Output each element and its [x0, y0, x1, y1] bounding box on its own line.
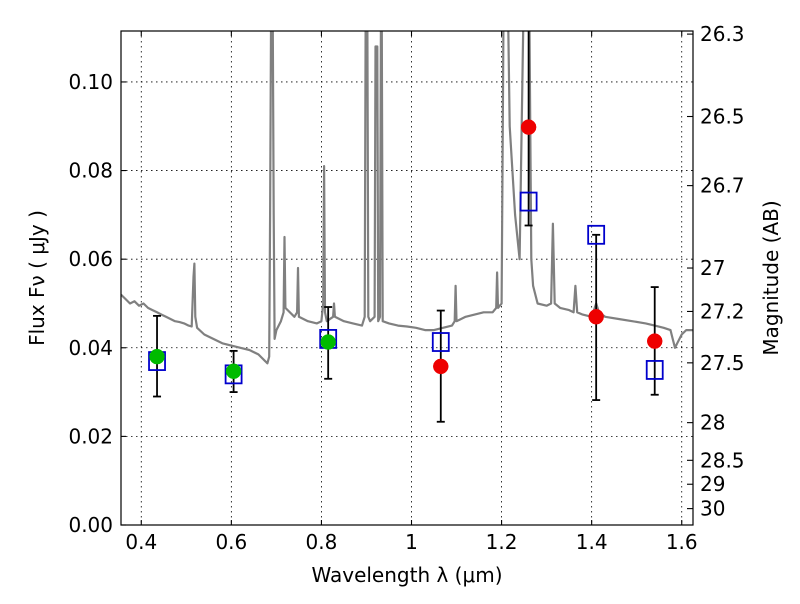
model-square-marker [431, 332, 450, 352]
x-tick-label: 1 [405, 530, 418, 554]
observed-circle-marker [320, 334, 336, 350]
model-square-marker [645, 360, 664, 380]
right-tick-label: 26.3 [700, 22, 745, 46]
x-tick-label: 1.6 [666, 530, 698, 554]
observed-circle-marker [588, 309, 604, 325]
x-tick-label: 1.4 [576, 530, 608, 554]
observed-circle-marker [520, 119, 537, 135]
x-tick-label: 0.4 [125, 530, 157, 554]
y-axis-label: Flux Fν ( μJy ) [25, 210, 49, 346]
observed-circle-marker [149, 348, 165, 365]
observed-circle-marker [433, 358, 449, 375]
y-tick-label: 0.04 [68, 336, 113, 360]
x-tick-label: 0.6 [215, 530, 247, 554]
observed-circle-marker [225, 363, 242, 380]
right-tick-label: 26.5 [700, 105, 745, 129]
right-tick-label: 28.5 [700, 448, 745, 472]
right-tick-label: 29 [700, 472, 725, 496]
right-tick-label: 30 [700, 497, 725, 521]
y-tick-label: 0.10 [68, 70, 113, 94]
x-tick-label: 0.8 [306, 530, 338, 554]
spectrum-line [121, 31, 693, 365]
plot-series [121, 31, 693, 365]
right-axis-label: Magnitude (AB) [759, 200, 783, 355]
plot-frame [120, 30, 694, 526]
observed-circle-marker [646, 333, 663, 349]
right-tick-label: 27.5 [700, 351, 745, 375]
axis-ticks: 0.4 0.6 0.8 1 1.2 1.4 1.6 0.00 0.02 0.04 0.06 0.08 0… [68, 22, 744, 554]
right-tick-label: 28 [700, 411, 725, 435]
x-axis-label: Wavelength λ (μm) [311, 563, 502, 587]
right-tick-label: 27 [700, 256, 725, 280]
data-points [148, 31, 664, 423]
y-tick-label: 0.06 [68, 247, 113, 271]
y-tick-label: 0.02 [68, 424, 113, 448]
x-tick-label: 1.2 [486, 530, 518, 554]
model-square-marker [587, 224, 606, 245]
y-tick-label: 0.08 [68, 159, 113, 183]
right-tick-label: 26.7 [700, 174, 745, 198]
model-square-marker [519, 191, 538, 212]
y-tick-label: 0.00 [68, 513, 113, 537]
right-tick-label: 27.2 [700, 299, 745, 323]
